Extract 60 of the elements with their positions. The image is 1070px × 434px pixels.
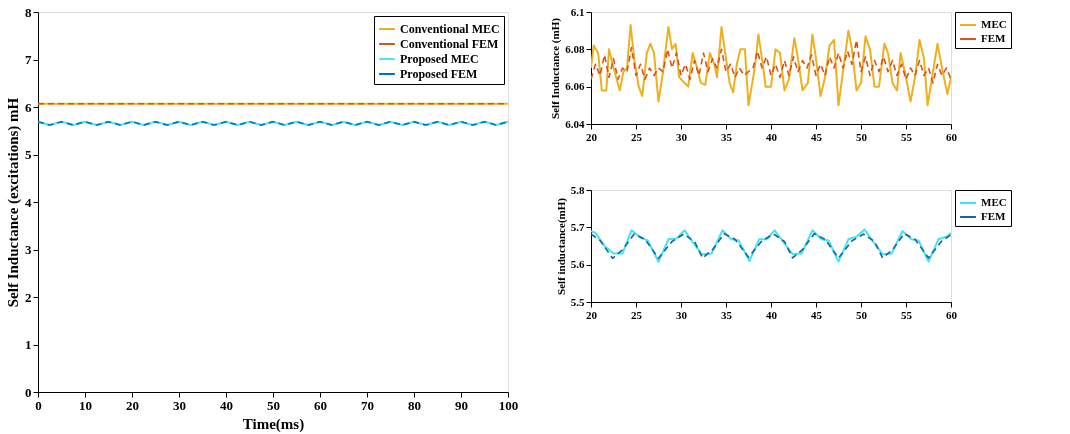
y-axis-title: Self Inductance (excitations) mH: [5, 97, 22, 308]
x-tick-label: 60: [946, 308, 958, 321]
y-tick-label: 6.04: [565, 117, 585, 130]
x-tick-label: 20: [586, 130, 598, 143]
legend-label: MEC: [981, 196, 1007, 208]
y-tick-label: 5.6: [570, 258, 585, 271]
x-tick-label: 60: [314, 397, 327, 413]
y-tick-label: 6.08: [565, 42, 585, 55]
y-axis-title: Self Inductance (mH): [549, 17, 563, 119]
x-tick-label: 40: [220, 397, 233, 413]
x-tick-label: 30: [173, 397, 186, 413]
y-tick-label: 5.8: [570, 183, 585, 196]
y-tick-label: 0: [25, 384, 32, 400]
x-tick-label: 50: [267, 397, 280, 413]
x-tick-label: 55: [901, 130, 913, 143]
x-tick-label: 40: [766, 308, 778, 321]
y-tick-label: 5: [25, 147, 32, 162]
y-tick-label: 3: [25, 242, 32, 257]
y-tick-label: 6.06: [565, 80, 585, 93]
y-tick-label: 6.1: [570, 5, 585, 18]
x-tick-label: 55: [901, 308, 913, 321]
x-tick-label: 30: [676, 308, 688, 321]
x-tick-label: 25: [631, 308, 643, 321]
legend-label: Proposed MEC: [400, 52, 479, 66]
legend-label: FEM: [981, 32, 1007, 44]
x-tick-label: 40: [766, 130, 778, 143]
x-tick-label: 20: [586, 308, 598, 321]
x-tick-label: 20: [126, 397, 139, 413]
x-tick-label: 100: [498, 397, 519, 413]
y-axis-title: Self inductance(mH): [554, 197, 568, 295]
x-tick-label: 45: [811, 130, 823, 143]
x-tick-label: 50: [856, 308, 868, 321]
x-tick-label: 35: [721, 130, 733, 143]
x-tick-label: 45: [811, 308, 823, 321]
y-tick-label: 6: [25, 99, 32, 115]
x-tick-label: 0: [35, 397, 42, 413]
x-tick-label: 30: [676, 130, 688, 143]
y-tick-label: 4: [25, 194, 32, 210]
x-tick-label: 80: [408, 397, 421, 413]
legend-label: Conventional MEC: [400, 22, 500, 36]
y-tick-label: 8: [25, 4, 32, 20]
x-tick-label: 70: [361, 397, 374, 413]
line-series: [591, 24, 951, 107]
y-tick-label: 5.7: [570, 220, 585, 233]
line-series: [591, 39, 951, 84]
legend-label: MEC: [981, 18, 1007, 30]
y-tick-label: 2: [25, 289, 32, 305]
x-axis-title: Time(ms): [242, 415, 305, 433]
y-tick-label: 7: [25, 52, 32, 67]
y-tick-label: 1: [25, 337, 32, 352]
x-tick-label: 60: [946, 130, 958, 143]
x-tick-label: 10: [79, 397, 92, 413]
x-tick-label: 35: [721, 308, 733, 321]
legend-label: Proposed FEM: [400, 67, 478, 81]
y-tick-label: 5.5: [570, 295, 585, 308]
legend-label: Conventional FEM: [400, 37, 499, 51]
x-tick-label: 25: [631, 130, 643, 143]
x-tick-label: 90: [455, 397, 468, 413]
x-tick-label: 50: [856, 130, 868, 143]
legend-label: FEM: [981, 210, 1007, 222]
